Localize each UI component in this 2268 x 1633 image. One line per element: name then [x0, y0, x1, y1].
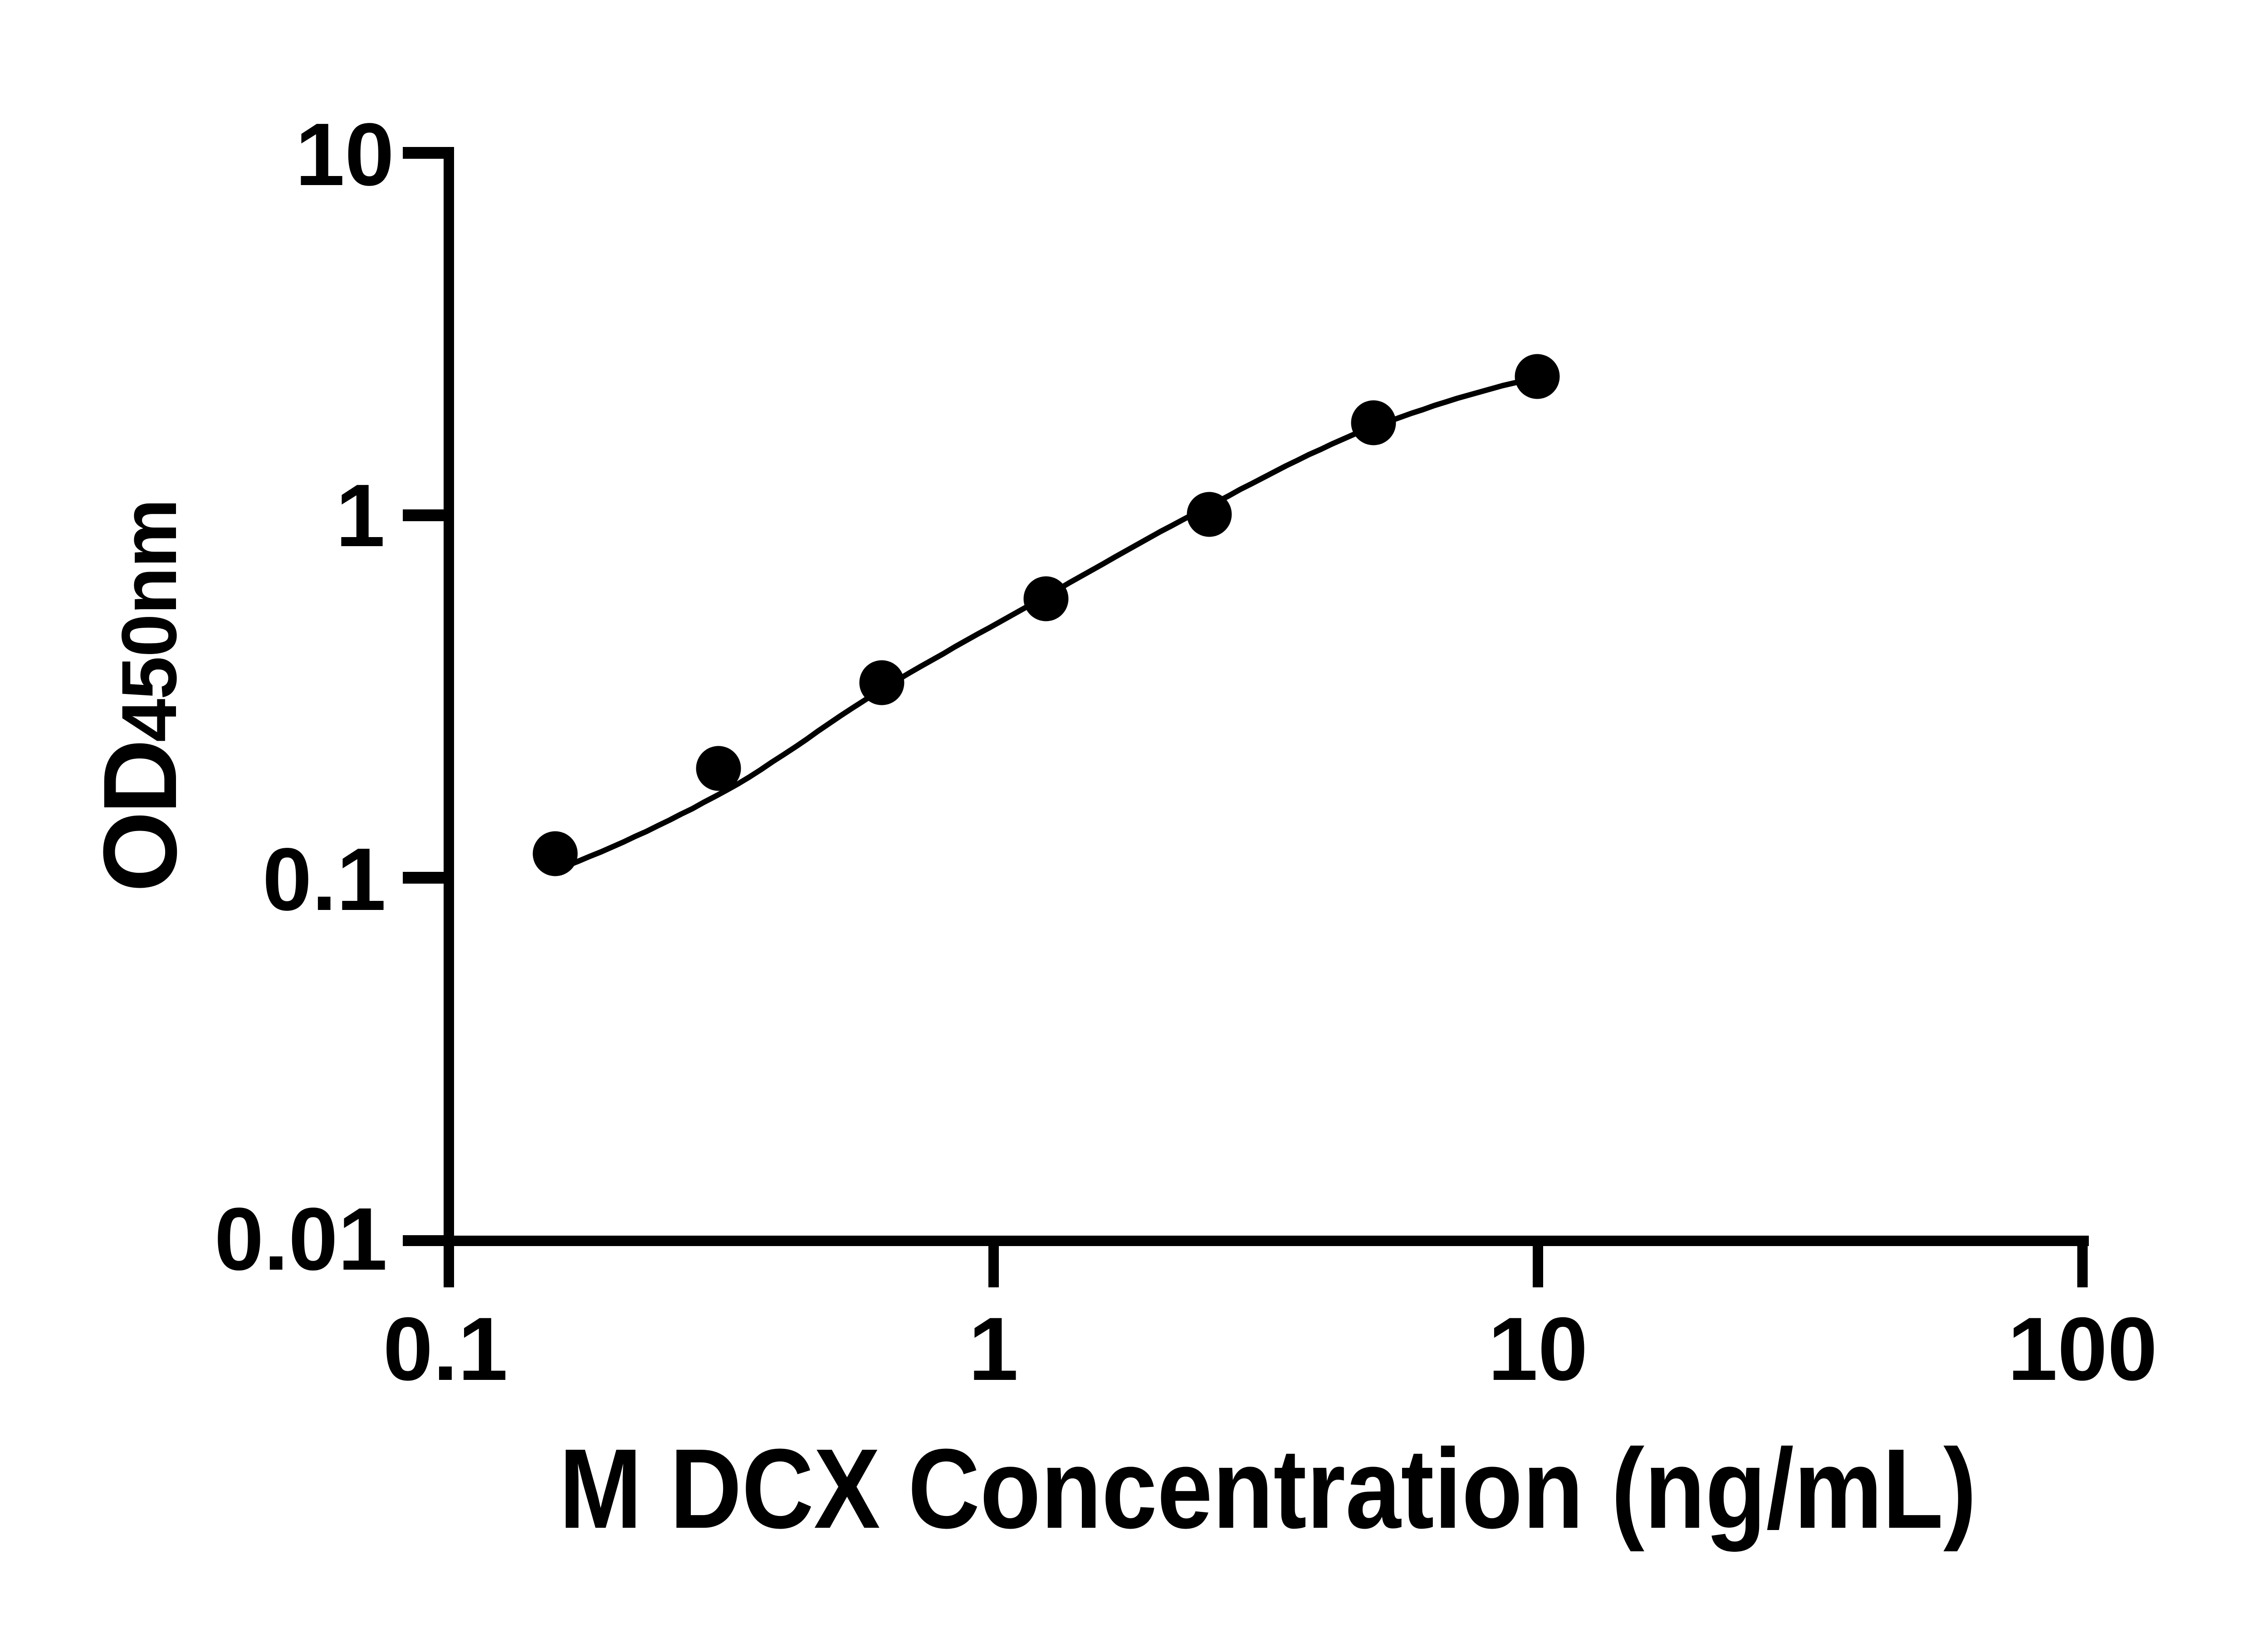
svg-text:10: 10	[1488, 1299, 1588, 1399]
svg-text:1: 1	[336, 466, 385, 565]
svg-text:10: 10	[295, 105, 394, 204]
svg-text:0.01: 0.01	[215, 1189, 387, 1289]
svg-text:0.1: 0.1	[263, 830, 386, 929]
svg-text:1: 1	[968, 1299, 1018, 1399]
svg-text:OD450nm: OD450nm	[82, 499, 198, 892]
svg-text:100: 100	[2008, 1299, 2157, 1399]
svg-text:M DCX Concentration (ng/mL): M DCX Concentration (ng/mL)	[559, 1425, 1977, 1552]
svg-text:0.1: 0.1	[383, 1299, 508, 1399]
